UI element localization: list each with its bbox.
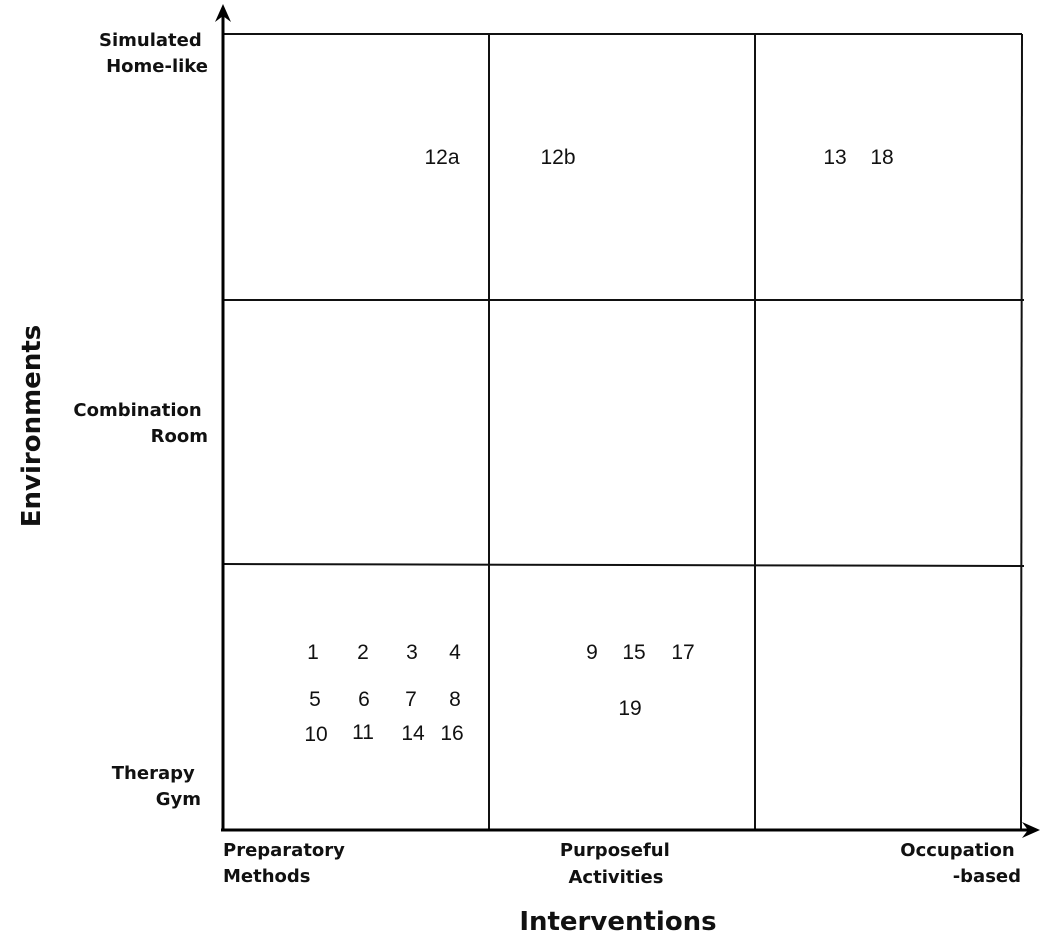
study-label-9: 9 [586,641,598,664]
study-label-8: 8 [449,688,461,711]
study-label-3: 3 [406,641,418,664]
grid-row-divider-2 [222,563,1025,567]
x-category-line: -based [953,866,1021,887]
y-category-line: Room [151,426,208,447]
x-category-preparatory-methods: Preparatory Methods [223,840,351,887]
x-category-line: Preparatory [223,840,345,861]
y-category-line: Home-like [106,56,208,77]
study-label-15: 15 [622,641,645,664]
x-axis-arrowhead [1022,822,1040,838]
y-category-line: Simulated [99,30,202,51]
x-category-line: Purposeful [560,840,670,861]
study-label-13: 13 [823,146,846,169]
y-category-combination-room: Combination Room [73,400,208,447]
grid [222,33,1025,831]
x-category-purposeful-activities: Purposeful Activities [560,840,676,888]
y-axis-categories: Simulated Home-like Combination Room The… [73,30,208,810]
x-category-line: Methods [223,866,311,887]
study-label-12a: 12a [424,146,459,169]
study-label-6: 6 [358,688,370,711]
x-category-occupation-based: Occupation -based [900,840,1021,887]
y-category-line: Combination [73,400,201,421]
study-label-5: 5 [309,688,321,711]
study-labels: 12a 12b 13 18 1 2 3 4 5 6 7 8 10 11 14 1… [304,146,893,746]
study-label-18: 18 [870,146,893,169]
x-axis-categories: Preparatory Methods Purposeful Activitie… [223,840,1021,888]
x-axis-title: Interventions [519,907,716,937]
grid-right-border [1020,33,1023,831]
study-label-10: 10 [304,723,327,746]
study-label-7: 7 [405,688,417,711]
study-label-4: 4 [449,641,461,664]
x-category-line: Activities [569,867,664,888]
study-label-12b: 12b [540,146,575,169]
study-label-19: 19 [618,697,641,720]
y-category-simulated-home-like: Simulated Home-like [99,30,208,77]
y-category-therapy-gym: Therapy Gym [112,763,201,810]
study-label-17: 17 [671,641,694,664]
study-label-11: 11 [352,721,374,744]
y-category-line: Therapy [112,763,195,784]
axes [215,4,1040,838]
y-axis-arrowhead [215,4,231,22]
x-category-line: Occupation [900,840,1014,861]
study-label-1: 1 [307,641,319,664]
study-label-14: 14 [401,722,425,745]
study-label-16: 16 [440,722,463,745]
y-category-line: Gym [156,789,201,810]
y-axis-title: Environments [17,325,47,527]
study-label-2: 2 [357,641,369,664]
